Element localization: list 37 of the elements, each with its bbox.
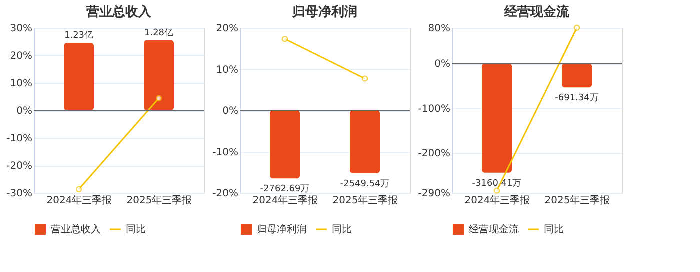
data-label: 1.23亿 — [64, 30, 94, 42]
x-tick-label: 2025年三季报 — [544, 194, 610, 206]
x-tick-label: 2024年三季报 — [46, 194, 112, 206]
chart-title: 营业总收入 — [86, 4, 152, 20]
x-tick-label: 2024年三季报 — [464, 194, 530, 206]
y-tick-label: -20% — [212, 188, 238, 200]
y-tick-label: 30% — [10, 24, 32, 34]
y-tick-label: 10% — [216, 64, 238, 76]
legend-label: 同比 — [332, 224, 352, 236]
legend-label: 归母净利润 — [257, 224, 307, 236]
legend-label: 同比 — [126, 224, 146, 236]
y-tick-label: 20% — [10, 51, 32, 62]
y-tick-label: 0% — [16, 106, 32, 117]
x-tick-label: 2025年三季报 — [332, 194, 398, 206]
y-tick-label: 0% — [222, 106, 238, 117]
data-label: -2549.54万 — [340, 179, 390, 190]
data-label: -691.34万 — [555, 94, 599, 104]
y-tick-label: -290% — [418, 188, 450, 200]
legend-label: 经营现金流 — [469, 224, 519, 236]
y-tick-label: 20% — [216, 24, 238, 34]
y-tick-label: -20% — [6, 161, 32, 172]
x-tick-label: 2025年三季报 — [126, 194, 192, 206]
data-label: 1.28亿 — [144, 27, 174, 38]
y-tick-label: 80% — [428, 24, 450, 34]
y-tick-label: 0% — [434, 59, 450, 70]
y-tick-label: -30% — [6, 188, 32, 200]
y-tick-label: -10% — [212, 147, 238, 158]
data-label: -2762.69万 — [260, 184, 310, 195]
y-tick-label: -10% — [6, 134, 32, 144]
y-tick-label: -100% — [418, 104, 450, 115]
chart-title: 归母净利润 — [292, 4, 358, 20]
legend-label: 同比 — [544, 224, 564, 236]
legend-label: 营业总收入 — [51, 224, 101, 236]
x-tick-label: 2024年三季报 — [252, 194, 318, 206]
y-tick-label: 10% — [10, 78, 32, 90]
y-tick-label: -200% — [418, 148, 450, 160]
chart-title: 经营现金流 — [504, 4, 570, 20]
